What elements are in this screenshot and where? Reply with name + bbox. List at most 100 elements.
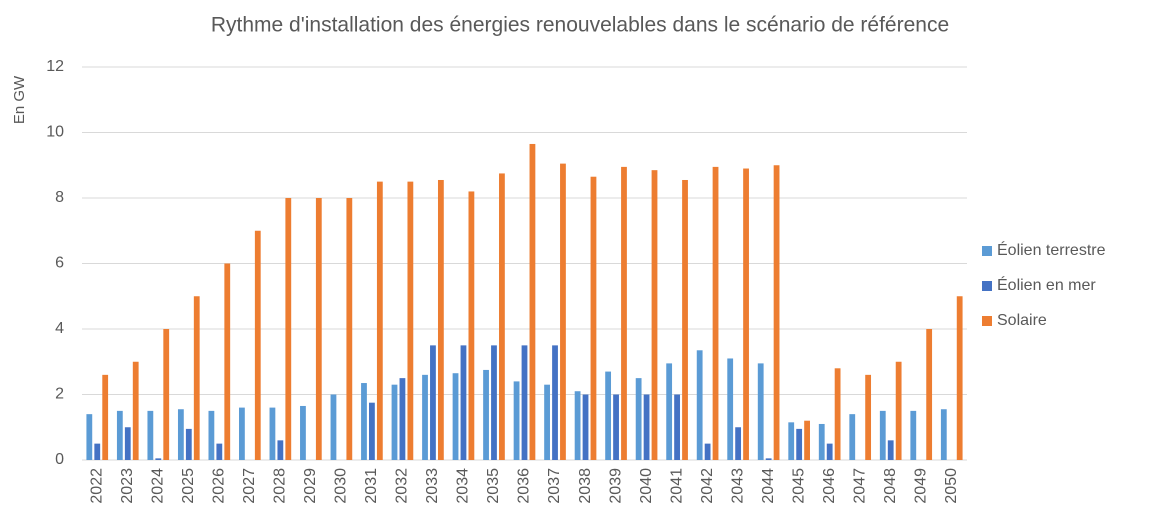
legend-label: Solaire <box>997 312 1047 329</box>
bar <box>910 410 917 460</box>
y-tick-label: 4 <box>55 320 64 337</box>
bar <box>552 345 558 460</box>
bar <box>796 428 803 460</box>
bar <box>865 374 872 460</box>
x-tick-label: 2031 <box>363 468 380 504</box>
bar <box>765 458 772 460</box>
bar <box>735 427 742 460</box>
bar <box>818 423 825 460</box>
x-tick-label: 2036 <box>516 468 533 504</box>
bar <box>773 165 780 460</box>
bar <box>407 181 414 460</box>
x-tick-label: 2044 <box>760 468 777 504</box>
bar <box>887 440 894 460</box>
bar <box>452 373 459 460</box>
bar <box>621 166 627 460</box>
legend-swatch <box>982 246 992 256</box>
bar <box>804 420 810 460</box>
x-tick-label: 2039 <box>607 468 624 504</box>
x-tick-label: 2034 <box>455 468 472 504</box>
x-tick-label: 2026 <box>211 468 228 504</box>
bar <box>895 361 902 460</box>
x-tick-label: 2032 <box>394 468 411 504</box>
bar <box>521 345 528 460</box>
x-tick-label: 2030 <box>333 468 350 504</box>
bar <box>269 407 276 460</box>
bar <box>879 410 886 460</box>
bar <box>216 443 223 460</box>
x-tick-label: 2022 <box>88 468 105 504</box>
bar <box>834 368 841 460</box>
bar <box>651 170 658 460</box>
bar <box>369 402 375 460</box>
bar <box>239 407 245 460</box>
bar <box>124 427 131 460</box>
x-tick-label: 2043 <box>729 468 746 504</box>
bar <box>727 358 734 460</box>
bar <box>155 458 162 460</box>
legend-label: Éolien en mer <box>997 275 1096 294</box>
bar <box>491 345 497 460</box>
bar <box>422 374 428 460</box>
x-tick-label: 2046 <box>821 468 838 504</box>
bar <box>499 173 505 460</box>
x-tick-label: 2025 <box>180 468 197 504</box>
bar <box>529 143 536 460</box>
legend-swatch <box>982 316 992 326</box>
bar <box>430 345 436 460</box>
bar <box>399 378 406 460</box>
x-tick-label: 2027 <box>241 468 258 504</box>
bar <box>102 374 109 460</box>
bar <box>163 329 170 460</box>
bar <box>86 414 93 460</box>
bar <box>674 394 680 460</box>
y-tick-label: 10 <box>46 124 64 141</box>
x-tick-label: 2037 <box>546 468 563 504</box>
bar <box>300 405 306 460</box>
bar <box>193 296 200 460</box>
bar <box>926 329 933 460</box>
x-tick-label: 2024 <box>150 468 167 504</box>
bar <box>605 371 612 460</box>
bar <box>613 394 619 460</box>
x-tick-label: 2042 <box>699 468 716 504</box>
x-tick-label: 2028 <box>272 468 289 504</box>
bar <box>743 168 749 460</box>
x-tick-label: 2048 <box>882 468 899 504</box>
x-tick-label: 2045 <box>790 468 807 504</box>
bar <box>177 409 184 460</box>
bar <box>330 394 337 460</box>
bar <box>940 409 947 460</box>
bar <box>346 198 353 460</box>
x-tick-label: 2041 <box>668 468 685 504</box>
y-tick-label: 8 <box>55 189 64 206</box>
x-tick-label: 2023 <box>119 468 136 504</box>
bar <box>468 191 475 460</box>
bar <box>574 391 581 460</box>
bar <box>696 350 703 460</box>
x-tick-label: 2047 <box>851 468 868 504</box>
bar <box>208 410 215 460</box>
bar <box>643 394 650 460</box>
bar <box>224 263 231 460</box>
x-tick-label: 2049 <box>912 468 929 504</box>
y-tick-label: 2 <box>55 386 64 403</box>
bar <box>277 440 284 460</box>
bar <box>315 198 322 460</box>
bar <box>826 443 833 460</box>
bar <box>590 176 597 460</box>
bar <box>582 394 589 460</box>
bar <box>682 179 688 461</box>
bar <box>483 369 489 460</box>
bar <box>116 410 123 460</box>
bar <box>94 443 101 460</box>
bar <box>285 198 292 460</box>
chart-title: Rythme d'installation des énergies renou… <box>211 14 949 37</box>
bar <box>560 163 566 461</box>
bar <box>712 166 719 460</box>
bar <box>704 443 711 460</box>
x-tick-label: 2029 <box>302 468 319 504</box>
x-tick-label: 2038 <box>577 468 594 504</box>
bar <box>185 428 192 460</box>
x-tick-label: 2035 <box>485 468 502 504</box>
